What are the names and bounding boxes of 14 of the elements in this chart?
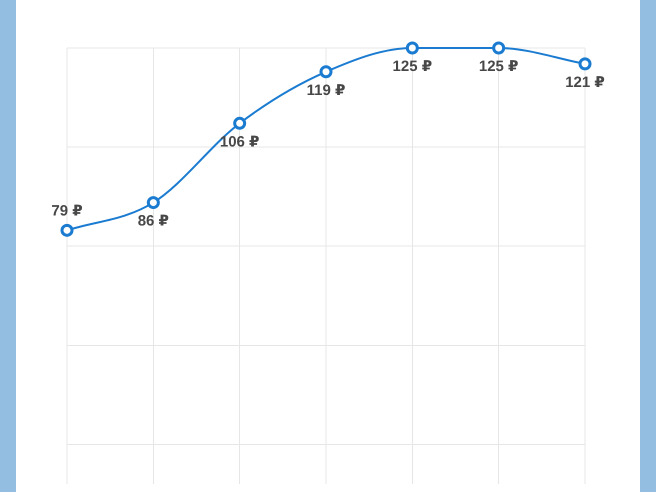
point	[406, 42, 419, 54]
data-label: 125 ₽	[392, 58, 432, 76]
data-label: 106 ₽	[220, 133, 260, 150]
data-label: 125 ₽	[478, 58, 518, 76]
point	[60, 224, 74, 237]
data-label: 119 ₽	[306, 82, 346, 99]
point	[320, 65, 332, 78]
data-label: 121 ₽	[565, 74, 605, 91]
point	[492, 42, 506, 54]
data-label: 86 ₽	[138, 212, 169, 230]
data-label: 79 ₽	[51, 202, 83, 220]
point	[146, 196, 160, 210]
point	[233, 116, 246, 130]
point	[578, 57, 592, 70]
